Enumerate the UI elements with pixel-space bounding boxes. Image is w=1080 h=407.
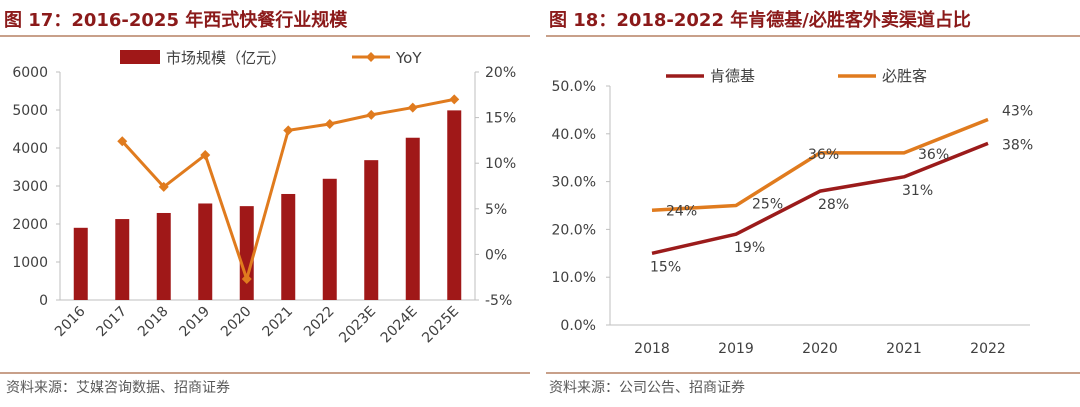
left-y-tick-label: 4000 (12, 141, 48, 157)
left-chart-title: 图 17：2016-2025 年西式快餐行业规模 (4, 10, 348, 31)
yoy-point (283, 125, 294, 136)
kfc-data-label: 19% (734, 240, 765, 256)
yoy-point (241, 274, 252, 285)
bar (405, 137, 420, 300)
left-y-tick-label: 5000 (12, 103, 48, 119)
x-tick-label: 2020 (802, 341, 838, 357)
y-tick-label: 0.0% (560, 318, 596, 334)
right-y-tick-label: 15% (485, 111, 516, 127)
legend-label-bar: 市场规模（亿元） (166, 49, 286, 67)
x-tick-label: 2019 (718, 341, 754, 357)
left-y-tick-label: 3000 (12, 179, 48, 195)
left-source-note: 资料来源：艾媒咨询数据、招商证券 (6, 380, 230, 396)
kfc-data-label: 15% (650, 259, 681, 275)
left-y-tick-label: 6000 (12, 65, 48, 81)
legend-label-pizza-hut: 必胜客 (882, 67, 927, 85)
yoy-point (449, 94, 460, 105)
left-footer-divider (0, 372, 530, 374)
legend-marker-yoy (366, 52, 376, 62)
y-tick-label: 10.0% (552, 270, 596, 286)
yoy-point (366, 109, 377, 120)
yoy-point (117, 136, 128, 147)
yoy-point (407, 102, 418, 113)
bar (198, 203, 213, 300)
right-chart-title: 图 18：2018-2022 年肯德基/必胜客外卖渠道占比 (549, 10, 971, 31)
bar (156, 212, 171, 300)
pizza-hut-data-label: 36% (808, 147, 839, 163)
left-title-divider (0, 35, 530, 37)
left-y-tick-label: 0 (39, 293, 48, 309)
yoy-point (158, 181, 169, 192)
kfc-data-label: 38% (1002, 137, 1033, 153)
left-chart: 0 1000 2000 3000 4000 5000 6000 -5% 0% 5% 10% 15% 20… (12, 49, 516, 346)
legend-swatch-bar (120, 50, 160, 64)
y-tick-label: 30.0% (552, 175, 596, 191)
left-y-tick-label: 1000 (12, 255, 48, 271)
pizza-hut-data-label: 43% (1002, 103, 1033, 119)
yoy-point (324, 118, 335, 129)
yoy-point (200, 149, 211, 160)
pizza-hut-data-label: 24% (666, 203, 697, 219)
y-tick-label: 50.0% (552, 79, 596, 95)
right-title-divider (546, 35, 1080, 37)
x-tick-label: 2018 (634, 341, 670, 357)
pizza-hut-data-label: 25% (752, 197, 783, 213)
bar (115, 219, 130, 300)
right-y-tick-label: 5% (485, 202, 507, 218)
x-tick-label: 2021 (886, 341, 922, 357)
legend-label-yoy: YoY (395, 49, 422, 67)
right-chart: 0.0% 10.0% 20.0% 30.0% 40.0% 50.0% 2018 2019 202… (552, 67, 1034, 357)
bar (322, 178, 337, 300)
kfc-data-label: 28% (818, 197, 849, 213)
bar (447, 110, 462, 300)
x-tick-label: 2022 (970, 341, 1006, 357)
bar (73, 227, 88, 300)
y-tick-label: 20.0% (552, 222, 596, 238)
pizza-hut-data-label: 36% (918, 147, 949, 163)
right-y-tick-label: 0% (485, 247, 507, 263)
right-y-tick-label: -5% (485, 293, 512, 309)
right-y-tick-label: 10% (485, 156, 516, 172)
right-source-note: 资料来源：公司公告、招商证券 (549, 380, 745, 396)
bar (281, 193, 296, 300)
kfc-series-line (651, 141, 989, 256)
bar (239, 206, 254, 300)
kfc-data-label: 31% (902, 183, 933, 199)
pizza-hut-series-line (651, 117, 989, 213)
bar (364, 160, 379, 300)
left-y-tick-label: 2000 (12, 217, 48, 233)
y-tick-label: 40.0% (552, 127, 596, 143)
right-footer-divider (546, 372, 1080, 374)
right-y-tick-label: 20% (485, 65, 516, 81)
legend-label-kfc: 肯德基 (710, 67, 755, 85)
